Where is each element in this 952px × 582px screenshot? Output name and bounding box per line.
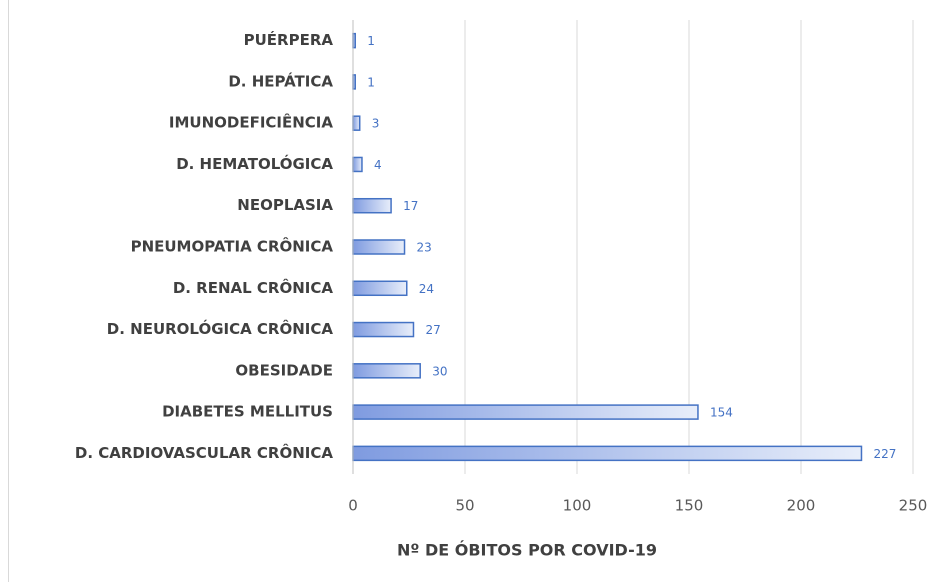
value-label: 227 — [873, 447, 896, 461]
x-tick-label: 50 — [455, 497, 474, 515]
bar — [352, 115, 361, 131]
x-tick-label: 250 — [899, 497, 928, 515]
bar — [352, 404, 699, 420]
value-label: 154 — [710, 406, 733, 420]
x-tick-label: 200 — [787, 497, 816, 515]
value-label: 1 — [367, 75, 375, 89]
value-label: 3 — [372, 117, 380, 131]
x-axis-title: Nº DE ÓBITOS POR COVID-19 — [397, 541, 657, 560]
bar — [352, 363, 421, 379]
bar — [352, 156, 363, 173]
value-label: 17 — [403, 199, 418, 213]
value-label: 24 — [419, 282, 434, 296]
value-label: 27 — [425, 323, 440, 337]
y-tick-label: D. NEUROLÓGICA CRÔNICA — [107, 319, 334, 338]
value-label: 4 — [374, 158, 382, 172]
value-label: 30 — [432, 364, 447, 378]
y-tick-label: D. HEPÁTICA — [228, 71, 333, 90]
bar — [352, 321, 415, 338]
bar — [352, 445, 863, 462]
bar — [352, 280, 408, 297]
y-tick-label: D. CARDIOVASCULAR CRÔNICA — [75, 443, 334, 462]
value-label: 1 — [367, 34, 375, 48]
bar — [352, 197, 392, 214]
x-tick-label: 100 — [563, 497, 592, 515]
y-tick-label: NEOPLASIA — [237, 196, 333, 214]
y-tick-label: PUÉRPERA — [244, 30, 334, 49]
value-label: 23 — [417, 241, 432, 255]
y-tick-label: OBESIDADE — [235, 361, 333, 379]
y-tick-label: PNEUMOPATIA CRÔNICA — [131, 237, 334, 256]
x-tick-label: 150 — [675, 497, 704, 515]
bar — [352, 239, 406, 255]
y-tick-label: D. HEMATOLÓGICA — [176, 154, 333, 173]
y-tick-label: D. RENAL CRÔNICA — [173, 278, 334, 297]
x-tick-label: 0 — [348, 497, 358, 515]
y-tick-label: DIABETES MELLITUS — [162, 403, 333, 421]
y-tick-label: IMUNODEFICIÊNCIA — [169, 113, 333, 132]
